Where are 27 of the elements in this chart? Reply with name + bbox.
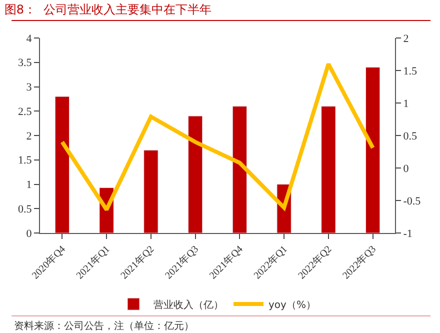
y-tick-label: 3 <box>26 82 32 94</box>
legend-label: 营业收入（亿） <box>154 298 224 311</box>
y2-tick-label: 0.5 <box>403 130 418 142</box>
y2-tick-label: -0.5 <box>403 195 422 208</box>
y-tick-label: 3.5 <box>18 57 32 70</box>
y-tick-label: 2.5 <box>18 106 32 118</box>
y2-tick-label: -1 <box>403 228 412 240</box>
y-tick-label: 0 <box>26 228 32 240</box>
y-tick-label: 0.5 <box>18 203 32 216</box>
chart-title: 图8： 公司营业收入主要集中在下半年 <box>4 2 212 16</box>
bar <box>232 106 248 233</box>
y2-tick-label: 1.5 <box>403 65 418 78</box>
bar <box>365 67 380 233</box>
bar <box>54 96 70 233</box>
y-tick-label: 1.5 <box>18 154 32 167</box>
y2-tick-label: 2 <box>403 32 409 45</box>
legend-label: yoy（%） <box>268 300 316 311</box>
bar <box>144 150 158 233</box>
text: 资料来源：公司公告，注（单位：亿元） <box>14 320 194 332</box>
y2-tick-label: 1 <box>403 98 409 110</box>
y-tick-label: 2 <box>26 130 32 142</box>
bar <box>321 106 336 233</box>
bar <box>188 116 203 233</box>
y-tick-label: 4 <box>26 32 32 45</box>
y-tick-label: 1 <box>26 179 32 192</box>
y2-tick-label: 0 <box>403 162 410 175</box>
line-series <box>60 62 375 212</box>
